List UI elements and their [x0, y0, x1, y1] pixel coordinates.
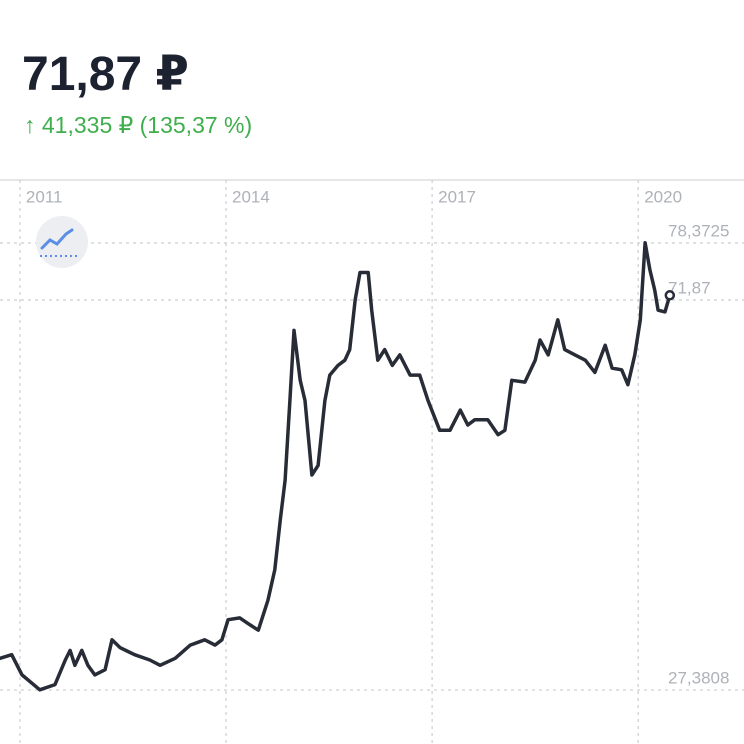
x-tick-label: 2011 — [26, 187, 63, 206]
price-change: ↑ 41,335 ₽ (135,37 %) — [24, 112, 252, 138]
last-point — [664, 290, 676, 301]
button-bg[interactable] — [36, 216, 88, 268]
y-tick-label: 27,3808 — [668, 668, 729, 687]
x-tick-label: 2014 — [232, 187, 270, 206]
price-line — [0, 240, 672, 692]
y-tick-label: 78,3725 — [668, 221, 729, 240]
plot: 2011 2014 2017 2020 78,3725 71,87 27,3808 — [0, 180, 744, 744]
x-tick-label: 2020 — [644, 187, 682, 206]
indicator-button[interactable] — [36, 216, 88, 268]
button-icon[interactable] — [40, 228, 74, 250]
y-tick-label: 71,87 — [668, 278, 711, 297]
x-tick-label: 2017 — [438, 187, 476, 206]
price: 71,87 ₽ — [22, 48, 189, 101]
